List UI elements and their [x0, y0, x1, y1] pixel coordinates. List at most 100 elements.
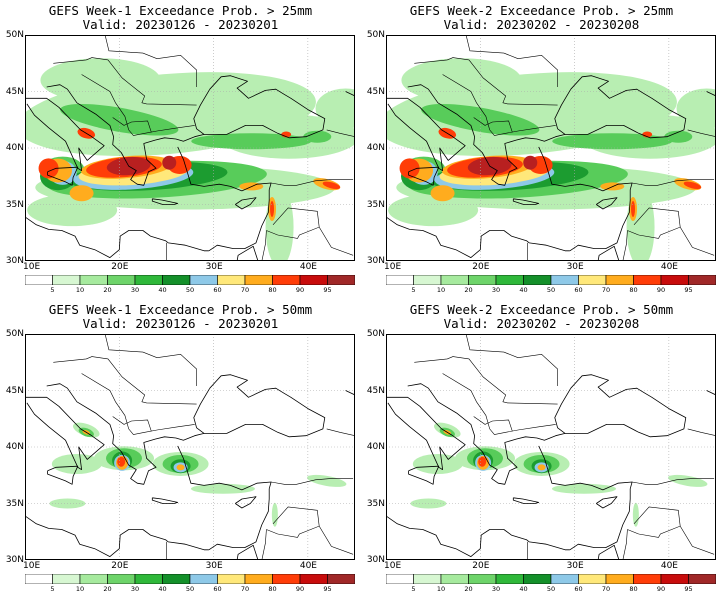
border [632, 478, 715, 485]
border [622, 230, 628, 261]
colorbar-label: 70 [601, 585, 611, 593]
colorbar-label: 70 [601, 286, 611, 294]
prob-area [667, 474, 708, 487]
coastline [345, 390, 355, 396]
colorbar-label: 50 [185, 585, 195, 593]
probability-map [25, 35, 355, 261]
lat-label: 30N [366, 256, 385, 266]
prob-area [676, 88, 716, 129]
coastline [235, 496, 257, 509]
lon-label: 10E [23, 561, 41, 571]
lon-label: 20E [472, 262, 490, 272]
border [112, 117, 152, 133]
lat-label: 40N [366, 143, 385, 153]
colorbar-swatch [523, 275, 552, 285]
colorbar-label: 80 [268, 585, 277, 593]
border [687, 428, 716, 436]
colorbar-swatch [25, 275, 53, 285]
colorbar-swatch [52, 275, 81, 285]
colorbar-label: 60 [213, 286, 222, 294]
lat-label: 50N [366, 329, 385, 339]
prob-area [523, 155, 538, 170]
colorbar-swatch [25, 574, 53, 584]
colorbar-swatch [79, 275, 108, 285]
graticule [25, 334, 355, 560]
colorbar-swatch [550, 275, 579, 285]
border [465, 35, 558, 87]
border [271, 179, 354, 186]
borders [414, 334, 716, 560]
colorbar-label: 70 [240, 286, 250, 294]
colorbar-label: 5 [411, 585, 416, 593]
coastline [565, 374, 687, 438]
border [687, 129, 716, 137]
lat-label: 45N [366, 385, 385, 396]
borders [53, 334, 355, 560]
panel-title: GEFS Week-1 Exceedance Prob. > 50mm [48, 302, 313, 317]
colorbar-label: 10 [75, 585, 85, 593]
colorbar-swatch [605, 574, 634, 584]
colorbar-swatch [327, 275, 355, 285]
panel-title: GEFS Week-2 Exceedance Prob. > 25mm [409, 3, 674, 18]
prob-area [27, 194, 118, 227]
colorbar-swatch [299, 275, 328, 285]
prob-area [412, 453, 463, 474]
colorbar-swatch [440, 275, 469, 285]
border [53, 356, 197, 405]
colorbar-label: 60 [213, 585, 222, 593]
probability-map [25, 334, 355, 560]
colorbar-swatch [134, 275, 163, 285]
colorbar-label: 90 [656, 585, 666, 593]
coastline [25, 396, 105, 471]
coastline [236, 245, 261, 261]
colorbar-swatch [244, 275, 273, 285]
borders [414, 35, 716, 261]
prob-area [631, 201, 636, 218]
colorbar-swatch [440, 574, 469, 584]
colorbar-swatch [688, 574, 716, 584]
coastline [407, 84, 572, 186]
prob-area [315, 88, 355, 129]
lat-label: 45N [366, 86, 385, 97]
colorbar-label: 50 [546, 286, 556, 294]
panel-valid-dates: Valid: 20230202 - 20230208 [443, 316, 640, 331]
colorbar-label: 40 [158, 585, 167, 593]
colorbar-label: 95 [684, 585, 693, 593]
coastline [386, 216, 570, 259]
prob-area [537, 464, 546, 471]
border [271, 478, 354, 485]
colorbar-label: 95 [323, 286, 332, 294]
coastline [204, 374, 326, 438]
lon-label: 40E [299, 561, 317, 571]
lat-label: 50N [5, 30, 24, 40]
border [442, 74, 556, 136]
lon-label: 10E [384, 561, 402, 571]
colorbar-swatch [688, 275, 716, 285]
panel-week2-50mm: GEFS Week-2 Exceedance Prob. > 50mm Vali… [361, 299, 722, 598]
prob-area [191, 133, 312, 150]
colorbar-swatch [272, 275, 301, 285]
prob-area [552, 133, 673, 150]
map-frame [386, 334, 716, 560]
colorbar-swatch [244, 574, 273, 584]
colorbar-label: 10 [436, 286, 446, 294]
lat-label: 40N [5, 143, 24, 153]
probability-map [386, 35, 716, 261]
border [261, 230, 267, 261]
colorbar-swatch [386, 574, 414, 584]
prob-area [306, 474, 347, 487]
lon-label: 40E [299, 262, 317, 272]
border [632, 179, 715, 186]
colorbar-swatch [660, 574, 689, 584]
coastline [596, 496, 618, 509]
colorbar [386, 574, 716, 584]
colorbar-label: 5 [50, 585, 55, 593]
panel-valid-dates: Valid: 20230126 - 20230201 [82, 316, 279, 331]
border [414, 356, 558, 405]
prob-area [38, 158, 59, 179]
border [627, 207, 681, 239]
colorbar-label: 80 [268, 286, 277, 294]
prob-area [117, 456, 126, 467]
colorbar-swatch [578, 275, 607, 285]
colorbar-swatch [550, 574, 579, 584]
